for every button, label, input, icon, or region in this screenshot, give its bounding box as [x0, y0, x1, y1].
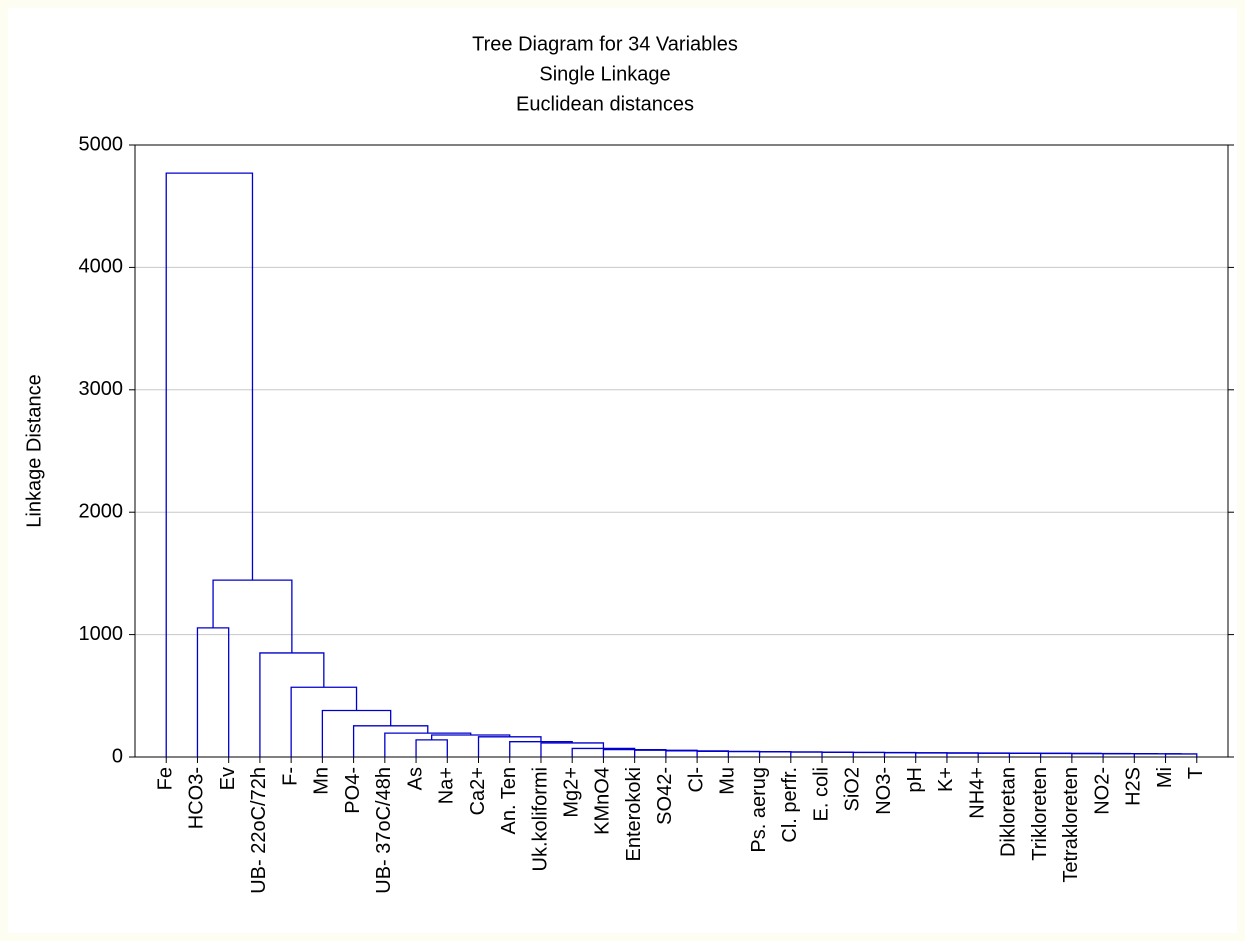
link	[1071, 752, 1132, 757]
x-tick-label: K+	[935, 767, 957, 792]
x-tick-label: KMnO4	[592, 767, 614, 835]
x-tick-label: Dikloretan	[998, 767, 1020, 857]
x-tick-label: UB- 37oC/48h	[373, 767, 395, 894]
y-tick-label: 0	[112, 745, 123, 767]
x-tick-label: T	[1185, 767, 1207, 779]
x-tick-label: Na+	[436, 767, 458, 804]
background	[8, 8, 1237, 933]
x-tick-label: Cl. perfr.	[779, 767, 801, 843]
x-tick-label: NO3-	[873, 767, 895, 815]
x-tick-label: Cl-	[685, 767, 707, 793]
x-tick-label: PO4-	[342, 767, 364, 814]
y-tick-label: 5000	[79, 133, 124, 155]
y-axis-label: Linkage Distance	[23, 374, 45, 527]
y-tick-label: 2000	[79, 500, 124, 522]
x-tick-label: Mi	[1154, 767, 1176, 788]
x-tick-label: Tetrakloreten	[1060, 767, 1082, 883]
x-tick-label: UB- 22oC/72h	[248, 767, 270, 894]
x-tick-label: SiO2	[842, 767, 864, 811]
x-tick-label: F-	[279, 767, 301, 786]
x-tick-label: pH	[904, 767, 926, 793]
y-tick-label: 1000	[79, 623, 124, 645]
x-tick-label: Mu	[717, 767, 739, 795]
x-tick-label: As	[404, 767, 426, 790]
x-tick-label: E. coli	[810, 767, 832, 821]
x-tick-label: H2S	[1123, 767, 1145, 806]
x-tick-label: SO42-	[654, 767, 676, 825]
y-tick-label: 4000	[79, 256, 124, 278]
x-tick-label: Fe	[155, 767, 177, 790]
x-tick-label: Mg2+	[560, 767, 582, 818]
x-tick-label: HCO3-	[186, 767, 208, 829]
chart-title: Tree Diagram for 34 Variables	[472, 33, 738, 55]
x-tick-label: Ps. aerug	[748, 767, 770, 853]
chart-subtitle: Single Linkage	[539, 63, 670, 85]
x-tick-label: NO2-	[1091, 767, 1113, 815]
x-tick-label: Mn	[311, 767, 333, 795]
x-tick-label: Ev	[217, 767, 239, 790]
x-tick-label: Trikloreten	[1029, 767, 1051, 861]
x-tick-label: Uk.koliformi	[529, 767, 551, 871]
x-tick-label: Enterokoki	[623, 767, 645, 862]
x-tick-label: Ca2+	[467, 767, 489, 815]
x-tick-label: NH4+	[966, 767, 988, 819]
chart-subtitle: Euclidean distances	[516, 93, 694, 115]
plot-frame	[134, 144, 1229, 758]
x-tick-label: An. Ten	[498, 767, 520, 834]
link	[165, 172, 254, 757]
y-tick-label: 3000	[79, 378, 124, 400]
